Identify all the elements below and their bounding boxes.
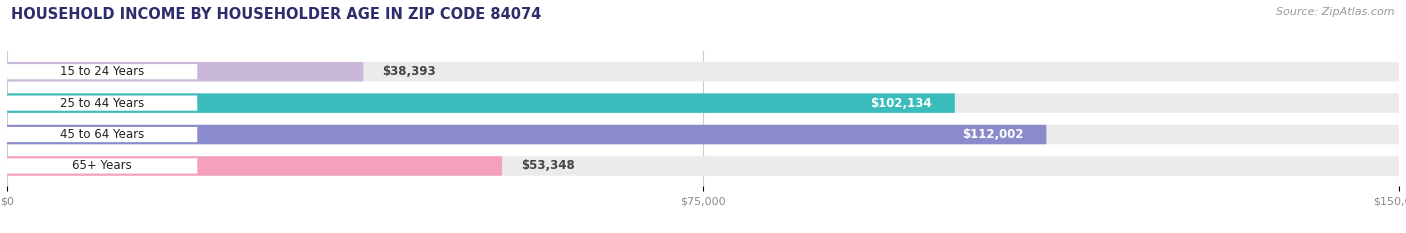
Text: $53,348: $53,348 [520,159,575,172]
FancyBboxPatch shape [7,93,955,113]
Text: HOUSEHOLD INCOME BY HOUSEHOLDER AGE IN ZIP CODE 84074: HOUSEHOLD INCOME BY HOUSEHOLDER AGE IN Z… [11,7,541,22]
Text: $102,134: $102,134 [870,97,932,110]
Text: $112,002: $112,002 [962,128,1024,141]
Text: $38,393: $38,393 [382,65,436,78]
FancyBboxPatch shape [7,64,197,79]
FancyBboxPatch shape [7,62,1399,81]
FancyBboxPatch shape [7,127,197,142]
Text: 65+ Years: 65+ Years [72,159,132,172]
FancyBboxPatch shape [7,125,1399,144]
FancyBboxPatch shape [7,62,363,81]
Text: 25 to 44 Years: 25 to 44 Years [60,97,145,110]
FancyBboxPatch shape [7,93,1399,113]
Text: 15 to 24 Years: 15 to 24 Years [60,65,145,78]
Text: 45 to 64 Years: 45 to 64 Years [60,128,145,141]
FancyBboxPatch shape [7,158,197,174]
Text: Source: ZipAtlas.com: Source: ZipAtlas.com [1277,7,1395,17]
FancyBboxPatch shape [7,96,197,111]
FancyBboxPatch shape [7,125,1046,144]
FancyBboxPatch shape [7,156,502,176]
FancyBboxPatch shape [7,156,1399,176]
